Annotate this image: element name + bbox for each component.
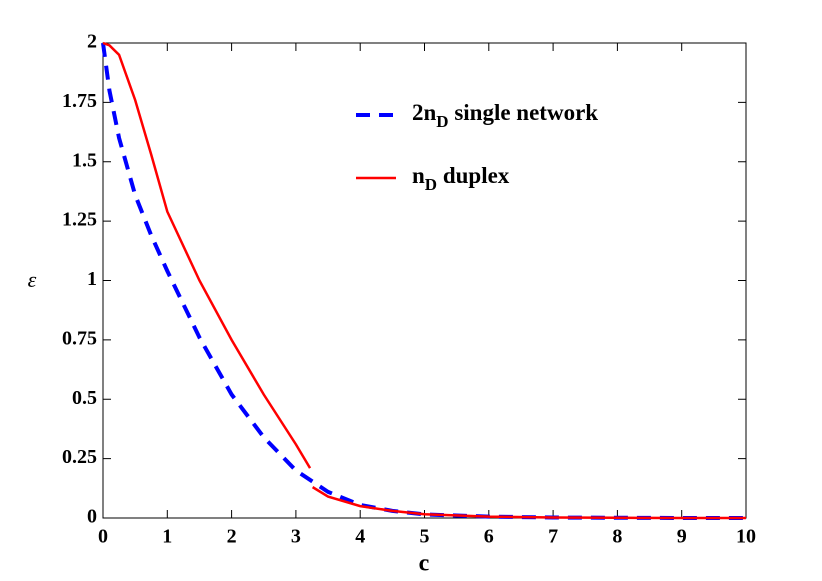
x-tick-label: 4 [355, 526, 365, 548]
data-line [102, 41, 746, 520]
x-tick-label: 8 [612, 526, 622, 548]
legend-label: 2nD single network [412, 100, 598, 131]
legend-label-part: single network [449, 100, 599, 125]
x-tick-label: 2 [227, 526, 237, 548]
legend-label-part: duplex [437, 163, 510, 188]
legend-label-part: n [412, 163, 425, 188]
y-tick-label: 1.5 [72, 149, 97, 171]
y-tick-label: 0 [87, 506, 97, 528]
legend-label-part: 2n [412, 100, 437, 125]
y-tick-label: 0.5 [72, 387, 97, 409]
x-tick-label: 1 [162, 526, 172, 548]
y-tick-label: 2 [87, 31, 97, 53]
x-tick-label: 5 [420, 526, 430, 548]
y-tick-label: 1 [87, 268, 97, 290]
x-tick-label: 10 [736, 526, 756, 548]
x-tick-label: 9 [677, 526, 687, 548]
x-tick-label: 6 [484, 526, 494, 548]
y-tick-label: 0.75 [62, 327, 97, 349]
legend-label-part: D [436, 112, 448, 131]
x-tick-label: 0 [98, 526, 108, 548]
x-tick-label: 7 [548, 526, 558, 548]
legend-label: nD duplex [412, 163, 510, 194]
legend-label-part: D [425, 175, 437, 194]
x-tick-label: 3 [291, 526, 301, 548]
y-tick-label: 0.25 [62, 446, 97, 468]
y-tick-label: 1.25 [62, 209, 97, 231]
y-axis-label: ε [28, 267, 37, 292]
y-tick-label: 1.75 [62, 90, 97, 112]
x-axis-label: c [419, 551, 430, 577]
